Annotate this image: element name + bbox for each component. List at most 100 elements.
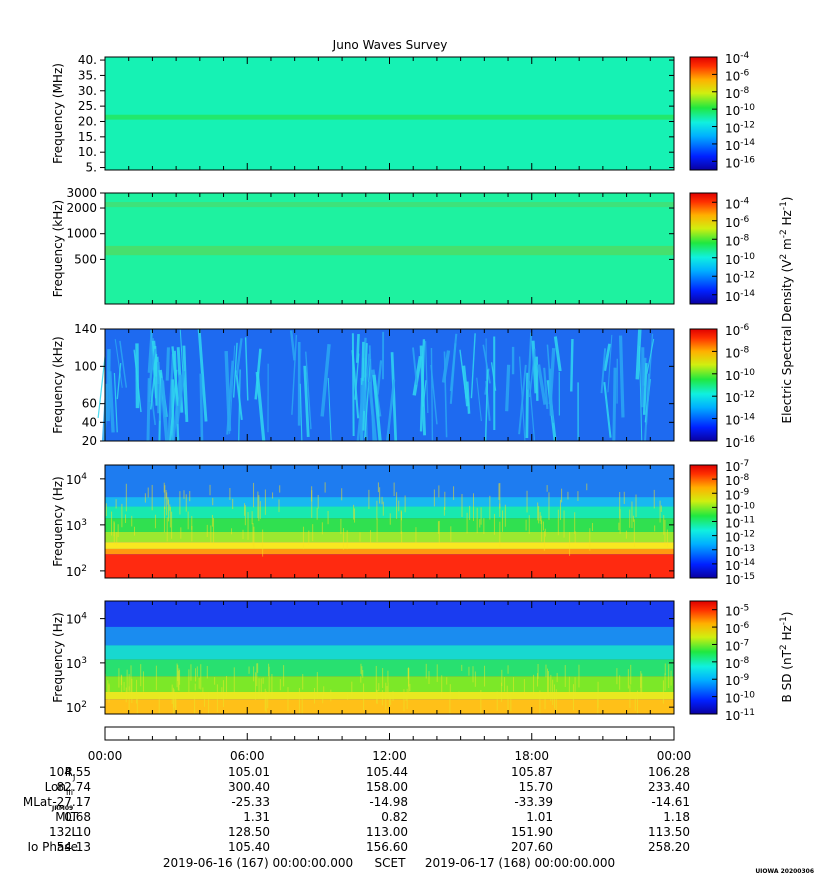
panel-5: Frequency (Hz) [51, 600, 718, 715]
colorbar-tick-label: 10-16 [725, 435, 755, 450]
y-tick-label: 5. [86, 161, 97, 175]
y-tick-label: 102 [66, 700, 87, 715]
y-tick-label: 104 [66, 612, 87, 627]
emission-streak [254, 348, 262, 400]
emission-streak [108, 371, 115, 433]
colorbar-tick-label: 10-6 [725, 68, 750, 83]
colorbar-tick-label: 10-6 [725, 621, 750, 636]
emission-streak [607, 334, 613, 393]
panel-1: 40.35. 30.25.20. 15.10. 5. Frequency (MHz) [51, 53, 718, 175]
y-tick-label: 30. [78, 84, 97, 98]
colorbar-tick-label: 10-11 [725, 708, 755, 723]
colorbar [689, 56, 718, 171]
colorbar-tick-label: 10-9 [725, 487, 750, 502]
emission-streak [449, 343, 457, 404]
colorbar-tick-label: 10-6 [725, 215, 750, 230]
emission-streak [171, 346, 180, 406]
y-tick-label: 10. [78, 145, 97, 159]
y-tick-label: 3000 [66, 186, 97, 200]
spectral-band-2 [105, 497, 674, 507]
emission-streak [356, 333, 360, 363]
y-axis-label: Frequency (Hz) [51, 612, 65, 703]
emission-streak [646, 338, 655, 375]
emission-streak [612, 367, 617, 442]
emission-streak [528, 348, 536, 398]
colorbar-tick-label: 10-14 [725, 413, 755, 428]
emission-streak [364, 358, 372, 439]
colorbar-tick-label: 10-12 [725, 390, 755, 405]
colorbar-tick-label: 10-5 [725, 604, 749, 619]
x-tick-label: 00:00 [88, 749, 123, 763]
emission-streak [226, 360, 234, 435]
x-tick-label: 00:00 [657, 749, 692, 763]
spectral-band-5 [105, 531, 674, 543]
emission-streak [147, 332, 153, 373]
ephemeris-value: 151.90 [511, 825, 553, 839]
colorbar-tick-label: 10-14 [725, 558, 755, 573]
ephemeris-label-subscript: JRM09 [51, 805, 73, 812]
y-axis-label: Frequency (kHz) [51, 336, 65, 433]
y-tick-label: 40 [82, 415, 97, 429]
spectral-band-1 [105, 114, 674, 120]
x-tick-label: 18:00 [514, 749, 549, 763]
colorbar-tick-label: 10-8 [725, 86, 750, 101]
emission-streak [351, 333, 355, 437]
processing-stamp: UIOWA 20200306 [755, 868, 814, 875]
emission-streak [232, 342, 238, 398]
colorbar-tick-label: 10-12 [725, 530, 755, 545]
emission-streak [199, 373, 204, 442]
y-tick-label: 20 [82, 434, 97, 448]
ephemeris-label-subscript: J [72, 773, 75, 782]
ephemeris-value: 300.40 [228, 780, 270, 794]
emission-streak [419, 339, 426, 432]
colorbar-tick-label: 10-15 [725, 572, 755, 587]
spectral-band-2 [105, 245, 674, 256]
colorbar-tick-label: 10-7 [725, 638, 749, 653]
emission-streak [235, 370, 243, 420]
emission-streak [153, 346, 159, 406]
emission-streak [462, 365, 470, 407]
y-tick-label: 2000 [66, 201, 97, 215]
emission-streak [412, 356, 423, 396]
ephemeris-value: 54.13 [57, 840, 91, 854]
ephemeris-value: -33.39 [514, 795, 553, 809]
emission-streak [642, 357, 647, 386]
emission-streak [390, 352, 398, 442]
emission-streak [553, 336, 562, 372]
y-axis-label: Frequency (kHz) [51, 200, 65, 297]
colorbar-tick-label: 10-8 [725, 233, 750, 248]
emission-streak [303, 365, 310, 437]
spectral-band-4 [105, 518, 674, 532]
emission-streak [505, 364, 511, 412]
panel-4: Frequency (Hz) [51, 464, 718, 579]
panel-3: 140 100 60 40 20 Frequency (kHz) [51, 322, 718, 448]
emission-streak [543, 367, 549, 410]
spectral-band-3 [105, 506, 674, 519]
colorbar-tick-label: 10-9 [725, 673, 750, 688]
emission-streak [527, 332, 533, 390]
y-axis-label: Frequency (Hz) [51, 476, 65, 567]
emission-streak [546, 344, 555, 423]
colorbar-tick-label: 10-10 [725, 501, 755, 516]
ephemeris-value: 128.50 [228, 825, 270, 839]
colorbar-label-magnetic: B SD (nT2 Hz-1) [779, 612, 794, 703]
colorbar-tick-label: 10-8 [725, 656, 750, 671]
y-tick-label: 100 [74, 359, 97, 373]
ephemeris-label: L [71, 825, 78, 839]
emission-streak [362, 343, 368, 431]
emission-streak [149, 353, 158, 410]
colorbar [689, 600, 718, 715]
ephemeris-value: 158.00 [366, 780, 408, 794]
x-tick-label: 12:00 [372, 749, 407, 763]
emission-streak [525, 372, 530, 439]
emission-streak [603, 381, 612, 438]
colorbar-tick-label: 10-13 [725, 544, 755, 559]
emission-streak [175, 370, 186, 425]
ephemeris-value: 106.28 [648, 765, 690, 779]
colorbar-tick-label: 10-10 [725, 691, 755, 706]
y-tick-label: 20. [78, 114, 97, 128]
y-tick-label: 102 [66, 564, 87, 579]
emission-streak [536, 364, 547, 405]
y-tick-label: 500 [74, 252, 97, 266]
